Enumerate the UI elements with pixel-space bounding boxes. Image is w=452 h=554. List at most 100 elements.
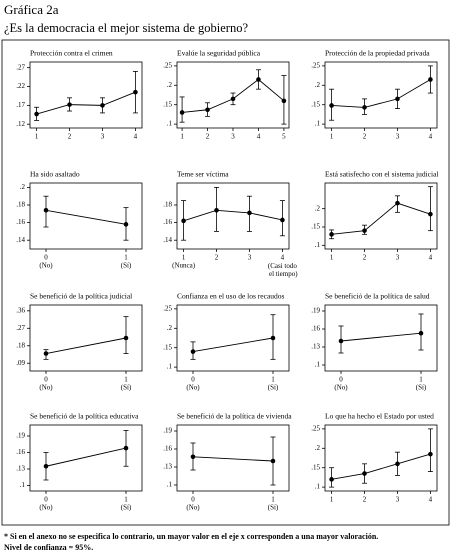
x-tick-label: 4 [257, 133, 261, 141]
y-tick-label: .13 [163, 463, 172, 471]
y-tick-label: .16 [163, 445, 172, 453]
y-tick-label: .13 [311, 343, 320, 351]
point [43, 351, 49, 356]
x-tick-label: 1 [271, 496, 275, 504]
y-tick-label: .16 [311, 325, 320, 333]
x-tick-note: (No) [39, 384, 53, 392]
series-line [331, 79, 431, 108]
point [329, 103, 334, 108]
y-tick-label: .16 [163, 218, 172, 226]
x-tick-label: 1 [124, 254, 128, 262]
x-tick-label: 1 [180, 133, 184, 141]
y-tick-label: .15 [311, 100, 320, 108]
point [100, 103, 105, 108]
point [181, 218, 186, 224]
point [214, 207, 219, 213]
y-tick-label: .25 [163, 61, 172, 69]
plot-box [324, 61, 438, 129]
panel-title: Se benefició de la política educativa [30, 412, 139, 421]
plot-box [176, 304, 290, 372]
x-tick-label: 4 [429, 133, 433, 141]
point [395, 200, 400, 206]
footnote: * Si en el anexo no se especifica lo con… [4, 532, 378, 541]
x-tick-note: (No) [39, 504, 53, 512]
x-tick-note: (Sí) [416, 384, 427, 392]
panel-title: Lo que ha hecho el Estado por usted [325, 412, 434, 421]
y-tick-label: .25 [311, 424, 320, 432]
point [362, 105, 367, 110]
point [329, 232, 334, 237]
y-tick-label: .17 [16, 101, 25, 109]
panel-title: Evalúe la seguridad pública [177, 49, 261, 58]
plot-box [324, 182, 438, 250]
y-tick-label: .1 [167, 120, 173, 128]
panel-title: Confianza en el uso de los recaudos [177, 292, 285, 301]
y-tick-label: .2 [315, 81, 321, 89]
plot-box [176, 182, 290, 250]
series-line [331, 453, 431, 480]
y-tick-label: .13 [16, 465, 25, 473]
x-tick-label: 3 [396, 133, 400, 141]
x-tick-note: (Nunca) [172, 262, 196, 270]
series-line [183, 209, 283, 222]
point [190, 349, 196, 354]
x-tick-label: 3 [101, 133, 105, 141]
y-tick-label: .27 [16, 324, 25, 332]
y-tick-label: .2 [315, 444, 321, 452]
point [34, 111, 39, 117]
y-tick-label: .15 [311, 463, 320, 471]
x-tick-note: (No) [39, 262, 53, 270]
point [362, 228, 367, 233]
y-tick-label: .15 [163, 343, 172, 351]
plot-box [29, 424, 143, 492]
point [428, 77, 433, 82]
y-tick-label: .2 [167, 324, 173, 332]
y-tick-label: .19 [163, 427, 172, 435]
y-tick-label: .18 [163, 201, 172, 209]
point [123, 335, 129, 341]
y-tick-label: .14 [163, 236, 172, 244]
x-tick-note: (Sí) [121, 384, 132, 392]
x-tick-label: 0 [191, 376, 195, 384]
plot-box [324, 424, 438, 492]
y-tick-label: .12 [16, 120, 25, 128]
x-tick-label: 3 [231, 133, 235, 141]
x-tick-label: 1 [330, 496, 334, 504]
point [270, 458, 276, 464]
figure-title: Gráfica 2a [4, 2, 59, 17]
y-tick-label: .27 [16, 63, 25, 71]
x-tick-label: 2 [206, 133, 210, 141]
point [280, 217, 285, 223]
series-line [45, 209, 127, 225]
panel-title: Protección de la propiedad privada [325, 49, 430, 58]
series-line [340, 332, 422, 342]
point [67, 102, 72, 107]
figure-subtitle: ¿Es la democracia el mejor sistema de go… [4, 21, 248, 35]
plot-box [29, 304, 143, 372]
x-tick-label: 2 [68, 133, 72, 141]
point [205, 107, 210, 113]
footnote: Nivel de confianza = 95%. [4, 543, 93, 552]
x-tick-label: 4 [281, 254, 285, 262]
panel-title: Se benefició de la política judicial [30, 292, 132, 301]
y-tick-label: .22 [16, 82, 25, 90]
y-tick-label: .19 [311, 307, 320, 315]
x-tick-label: 2 [215, 254, 219, 262]
point [395, 96, 400, 102]
x-tick-label: 1 [419, 376, 423, 384]
point [270, 335, 276, 341]
y-tick-label: .2 [167, 81, 173, 89]
x-tick-label: 0 [44, 496, 48, 504]
x-tick-note: (No) [186, 504, 200, 512]
series-line [192, 456, 274, 462]
point [362, 471, 367, 476]
point [179, 110, 185, 115]
x-tick-label: 2 [363, 496, 367, 504]
y-tick-label: .19 [16, 432, 25, 440]
y-tick-label: .16 [16, 218, 25, 226]
x-tick-label: 3 [396, 496, 400, 504]
point [190, 454, 196, 460]
series-line [45, 337, 127, 354]
x-tick-label: 4 [429, 254, 433, 262]
x-tick-note: (No) [334, 384, 348, 392]
